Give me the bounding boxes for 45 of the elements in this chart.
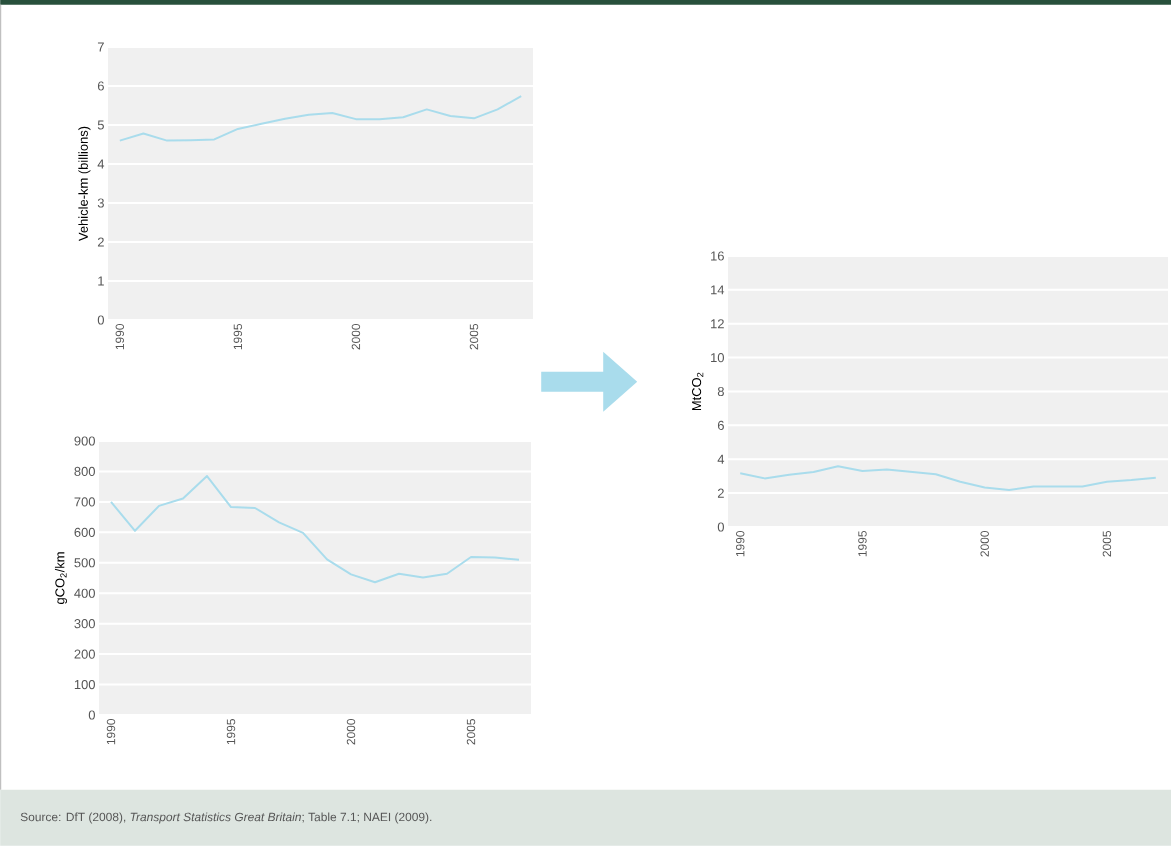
y-tick-label: 400 xyxy=(74,588,95,598)
x-tick-label: 2000 xyxy=(346,718,356,745)
y-tick-label: 2 xyxy=(717,488,724,498)
y-tick-label: 700 xyxy=(74,497,95,507)
y-axis-title: Vehicle-km (billions) xyxy=(78,126,91,242)
x-tick-label: 1990 xyxy=(736,530,745,557)
line-series xyxy=(118,95,523,142)
y-axis-title: gCO$_{2}$/km xyxy=(54,552,68,604)
x-tick-label: 1990 xyxy=(106,718,116,745)
x-tick-label: 2000 xyxy=(980,530,989,557)
y-tick-label: 6 xyxy=(717,420,724,430)
y-tick-label: 3 xyxy=(97,198,104,208)
y-tick-label: 12 xyxy=(711,319,724,329)
y-tick-label: 6 xyxy=(97,81,104,91)
y-tick-label: 200 xyxy=(74,649,95,659)
y-tick-label: 4 xyxy=(717,454,725,464)
y-tick-label: 500 xyxy=(74,558,95,568)
y-tick-label: 1 xyxy=(98,276,104,286)
x-tick-label: 1990 xyxy=(115,323,125,350)
y-tick-label: 0 xyxy=(88,710,95,720)
x-tick-label: 2005 xyxy=(469,324,479,350)
x-tick-label: 1995 xyxy=(233,324,243,350)
y-tick-label: 2 xyxy=(97,237,104,247)
y-axis-title: MtCO$_{2}$ xyxy=(691,372,704,411)
y-tick-label: 16 xyxy=(711,251,724,261)
x-tick-label: 2000 xyxy=(351,323,361,350)
y-tick-label: 10 xyxy=(711,353,724,363)
y-tick-label: 300 xyxy=(74,619,95,629)
y-tick-label: 0 xyxy=(717,522,724,532)
x-tick-label: 1995 xyxy=(226,719,236,745)
y-tick-label: 600 xyxy=(74,527,95,537)
y-tick-label: 100 xyxy=(74,679,95,690)
y-tick-label: 0 xyxy=(97,315,104,325)
y-tick-label: 4 xyxy=(97,159,105,169)
x-tick-label: 2005 xyxy=(466,719,476,745)
x-tick-label: 1995 xyxy=(858,531,867,557)
source-note: Source: DfT (2008), Transport Statistics Great Britain; Table 7.1; NAEI (2009). xyxy=(20,812,432,824)
y-tick-label: 900 xyxy=(74,436,95,446)
line-series xyxy=(110,475,521,584)
y-tick-label: 8 xyxy=(717,386,724,397)
y-tick-label: 7 xyxy=(97,42,104,52)
y-tick-label: 800 xyxy=(74,466,95,477)
y-tick-label: 5 xyxy=(97,120,104,130)
y-tick-label: 14 xyxy=(711,285,725,295)
x-tick-label: 2005 xyxy=(1102,531,1112,557)
